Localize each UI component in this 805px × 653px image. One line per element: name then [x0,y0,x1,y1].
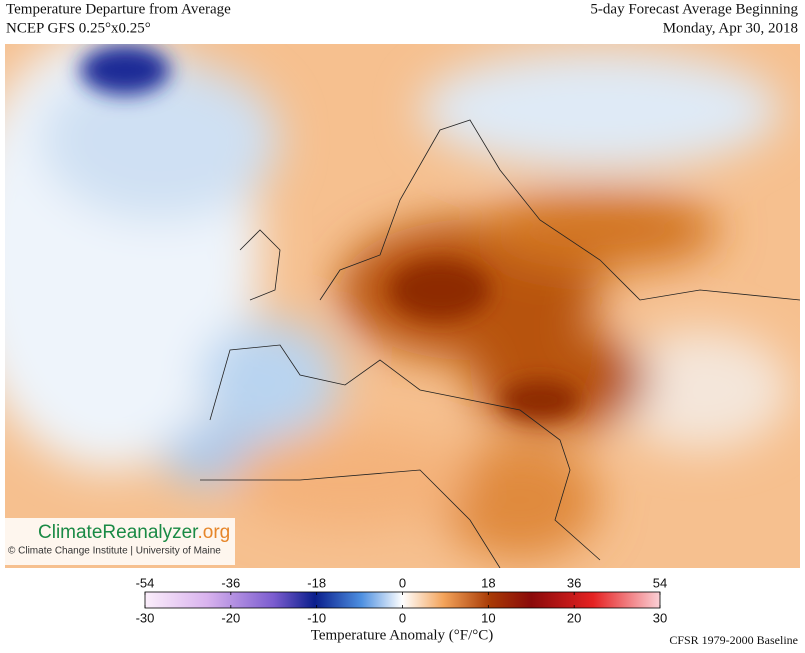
colorbar-tick-label: -10 [307,610,326,625]
date: Monday, Apr 30, 2018 [663,20,798,36]
forecast: 5-day Forecast Average Beginning [590,1,798,17]
colorbar-tick-label: 54 [653,575,667,590]
colorbar-tick-label: -36 [221,575,240,590]
colorbar-tick-label: 36 [567,575,581,590]
colorbar-tick-label: 30 [653,610,667,625]
colorbar-tick-label: 18 [481,575,495,590]
colorbar-label: Temperature Anomaly (°F/°C) [311,627,494,643]
colorbar-tick-label: -30 [136,610,155,625]
model: NCEP GFS 0.25°x0.25° [6,20,151,36]
logo-name: ClimateReanalyzer.org [38,522,230,543]
coastlines [200,119,800,568]
colorbar-tick-label: -54 [136,575,155,590]
colorbar-tick-label: -18 [307,575,326,590]
colorbar-tick-label: 10 [481,610,495,625]
baseline: CFSR 1979-2000 Baseline [669,633,798,647]
colorbar-tick-label: 0 [399,575,406,590]
logo: ClimateReanalyzer.org © Climate Change I… [5,518,235,565]
header: Temperature Departure from Average NCEP … [6,1,798,36]
map [5,44,800,568]
title: Temperature Departure from Average [6,1,231,17]
logo-credit: © Climate Change Institute | University … [8,546,221,557]
colorbar-tick-label: 20 [567,610,581,625]
colorbar-tick-label: 0 [399,610,406,625]
colorbar-tick-label: -20 [221,610,240,625]
